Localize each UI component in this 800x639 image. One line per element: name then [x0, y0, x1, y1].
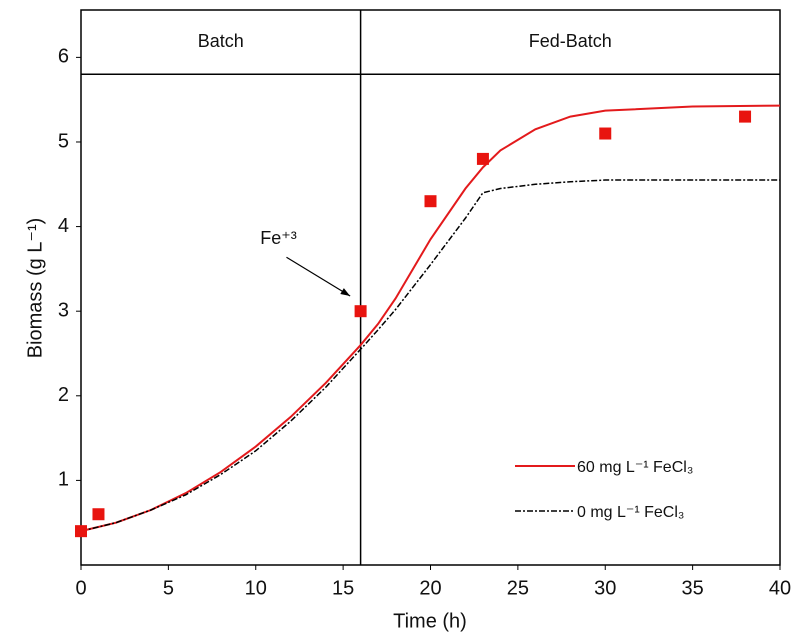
y-tick-label: 2	[58, 384, 69, 406]
observation-marker	[92, 508, 105, 521]
y-axis-title: Biomass (g L⁻¹)	[24, 218, 46, 359]
observation-marker	[424, 195, 437, 208]
series-line	[80, 179, 780, 532]
observation-marker	[739, 110, 752, 123]
x-tick-label: 15	[332, 577, 354, 599]
observation-marker	[476, 152, 489, 165]
observation-marker	[599, 127, 612, 140]
x-tick-label: 10	[245, 577, 267, 599]
observation-marker	[75, 525, 87, 538]
observation-marker	[354, 305, 367, 318]
x-tick-label: 20	[419, 577, 441, 599]
plot-frame	[80, 9, 781, 566]
y-tick-label: 1	[58, 469, 69, 491]
legend-label: 0 mg L⁻¹ FeCl₃	[577, 504, 684, 521]
arrow-head	[340, 288, 351, 296]
annotation: Fe⁺³	[260, 228, 297, 248]
y-tick-label: 5	[58, 130, 69, 152]
y-tick-label: 6	[58, 46, 69, 68]
x-tick-label: 30	[594, 577, 616, 599]
x-tick-label: 25	[507, 577, 529, 599]
legend-label: 60 mg L⁻¹ FeCl₃	[577, 459, 693, 476]
phase-label: Fed-Batch	[529, 31, 612, 51]
x-tick-label: 5	[163, 577, 174, 599]
phase-label: Batch	[198, 31, 244, 51]
series-line	[80, 104, 781, 533]
annotation-arrow	[286, 256, 351, 297]
x-tick-label: 40	[769, 577, 791, 599]
x-tick-label: 0	[75, 577, 86, 599]
x-tick-label: 35	[682, 577, 704, 599]
y-tick-label: 3	[58, 299, 69, 321]
x-axis-title: Time (h)	[393, 610, 467, 632]
y-tick-label: 4	[58, 215, 69, 237]
